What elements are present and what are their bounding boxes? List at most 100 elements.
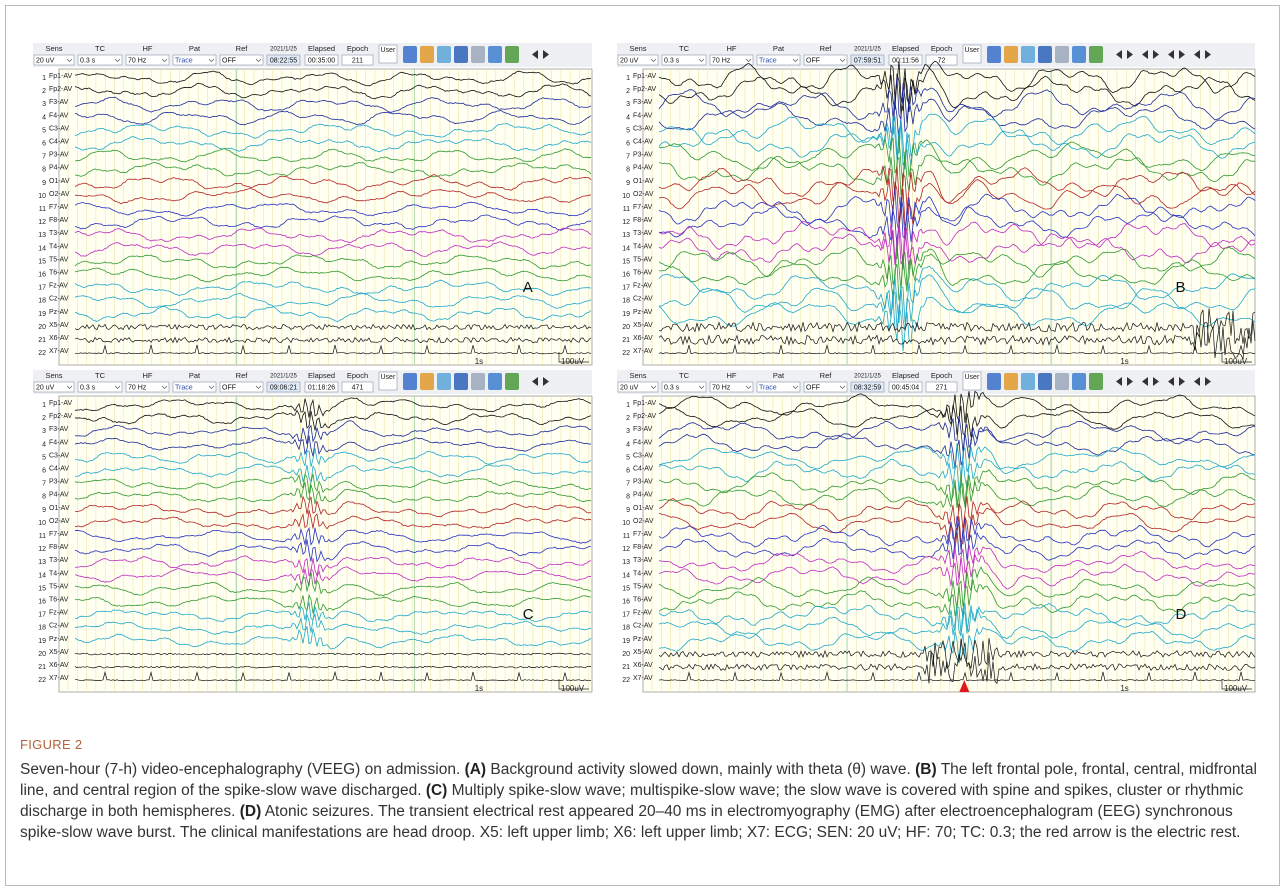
eeg-trace [658,637,1256,670]
channel-number: 11 [39,206,46,213]
eeg-trace [658,458,1256,492]
toolbar-icon[interactable] [505,46,519,63]
nav-button[interactable] [1116,377,1122,386]
channel-label: Fz-AV [49,283,68,290]
toolbar-icon[interactable] [420,373,434,390]
toolbar-value: 70 Hz [128,57,147,64]
channel-number: 16 [622,598,630,605]
channel-number: 14 [622,572,630,579]
channel-number: 9 [626,180,630,187]
nav-button[interactable] [1127,377,1133,386]
eeg-trace [658,248,1256,301]
nav-button[interactable] [1153,377,1159,386]
toolbar-icon[interactable] [1038,46,1052,63]
channel-number: 16 [38,271,46,278]
channel-number: 13 [622,232,630,239]
nav-button[interactable] [1142,377,1148,386]
nav-button[interactable] [532,50,538,59]
eeg-trace [658,116,1256,167]
eeg-trace [74,435,592,457]
toolbar-icon[interactable] [454,373,468,390]
dropdown [77,54,123,66]
toolbar-icon[interactable] [1072,373,1086,390]
toolbar-icon[interactable] [1089,46,1103,63]
nav-button[interactable] [1194,50,1200,59]
eeg-trace [74,626,592,650]
toolbar-icon[interactable] [488,46,502,63]
toolbar-icon[interactable] [505,373,519,390]
channel-number: 15 [622,258,630,265]
dropdown [125,54,170,66]
time-scale: 1s [1120,357,1128,366]
channel-label: F3-AV [633,99,653,106]
channel-label: Fz-AV [633,283,652,290]
eeg-trace [74,82,592,100]
dropdown [803,381,848,393]
toolbar-icon[interactable] [1021,46,1035,63]
channel-number: 7 [626,154,630,161]
channel-number: 3 [42,428,46,435]
toolbar-icon[interactable] [1072,46,1086,63]
dropdown-arrow [839,58,846,62]
toolbar-icon[interactable] [987,46,1001,63]
nav-button[interactable] [1127,50,1133,59]
toolbar-icon[interactable] [987,373,1001,390]
toolbar-label: 2021/1/25 [270,374,297,380]
eeg-panel: Sens TC HF Pat Ref 2021/1/25 Elapsed Epoch 20 uV… [33,43,593,366]
eeg-trace [74,566,592,586]
toolbar-icon[interactable] [1089,373,1103,390]
nav-button[interactable] [1142,50,1148,59]
toolbar-icon[interactable] [471,46,485,63]
toolbar-label: Pat [773,371,785,380]
toolbar-icon[interactable] [488,373,502,390]
nav-button[interactable] [1116,50,1122,59]
panel-ref: (D) [239,803,262,820]
dropdown-arrow [255,58,262,62]
dropdown-arrow [839,385,846,389]
channel-number: 19 [622,311,630,318]
channel-number: 1 [626,402,630,409]
eeg-trace [658,627,1255,664]
toolbar-icon[interactable] [454,46,468,63]
eeg-trace [658,223,1256,270]
toolbar-icon[interactable] [1004,46,1018,63]
channel-label: T3-AV [49,557,69,564]
nav-button[interactable] [543,50,549,59]
toolbar-icon[interactable] [403,46,417,63]
toolbar-label: TC [679,44,690,53]
toolbar-icon[interactable] [1055,46,1069,63]
nav-button[interactable] [1153,50,1159,59]
channel-label: T5-AV [49,256,69,263]
toolbar-icon[interactable] [1055,373,1069,390]
channel-number: 22 [38,677,46,684]
nav-button[interactable] [1194,377,1200,386]
toolbar-icon[interactable] [437,46,451,63]
nav-button[interactable] [1205,377,1211,386]
nav-button[interactable] [1179,377,1185,386]
nav-button[interactable] [532,377,538,386]
toolbar-value: OFF [222,384,236,391]
toolbar-icon[interactable] [1038,373,1052,390]
nav-button[interactable] [1168,50,1174,59]
channel-label: Pz-AV [49,309,69,316]
toolbar-icon[interactable] [420,46,434,63]
channel-number: 2 [626,88,630,95]
eeg-trace [658,405,1256,438]
nav-button[interactable] [1179,50,1185,59]
nav-button[interactable] [543,377,549,386]
eeg-trace [74,70,592,87]
eeg-trace [74,123,592,139]
channel-label: Pz-AV [633,309,653,316]
toolbar-icon[interactable] [403,373,417,390]
toolbar-icon[interactable] [437,373,451,390]
toolbar-label: HF [143,44,153,53]
toolbar-icon[interactable] [471,373,485,390]
toolbar-icon[interactable] [1021,373,1035,390]
panel-ref: (A) [464,761,487,778]
toolbar-icon[interactable] [1004,373,1018,390]
nav-button[interactable] [1168,377,1174,386]
dropdown-arrow [745,58,752,62]
channel-number: 18 [38,625,46,632]
nav-button[interactable] [1205,50,1211,59]
channel-label: Cz-AV [49,623,69,630]
